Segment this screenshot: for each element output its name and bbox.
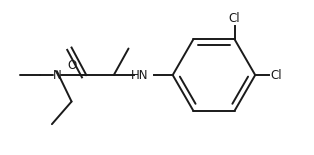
- Text: Cl: Cl: [229, 12, 241, 25]
- Text: Cl: Cl: [270, 69, 282, 82]
- Text: N: N: [52, 69, 61, 82]
- Text: O: O: [67, 59, 76, 72]
- Text: HN: HN: [131, 69, 148, 82]
